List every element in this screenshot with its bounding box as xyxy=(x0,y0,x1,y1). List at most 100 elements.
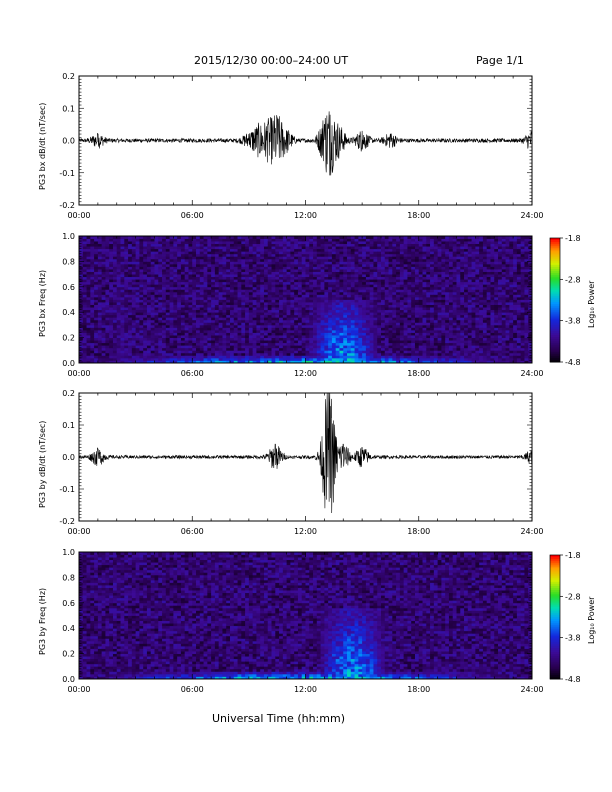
colorbar-segment xyxy=(550,308,560,311)
y-tick-label: 0.2 xyxy=(62,334,75,343)
x-tick-label: 00:00 xyxy=(67,369,90,378)
spectrogram-cells xyxy=(79,236,533,364)
colorbar-segment xyxy=(550,575,560,579)
y-tick-label: 0.0 xyxy=(62,675,75,684)
colorbar-segment xyxy=(550,306,560,309)
x-tick-label: 06:00 xyxy=(181,211,204,220)
series-line xyxy=(78,392,533,514)
colorbar-tick-label: -4.8 xyxy=(565,675,581,684)
y-tick-label: 0.2 xyxy=(62,72,75,81)
colorbar-segment xyxy=(550,559,560,562)
panel-by-timeseries: 00:00 06:00 12:00 18:00 24:00 0.2 0.1 0.0 -0.1 -0… xyxy=(59,389,543,536)
ylabel-by-dbdt: PG3 by dB/dt (nT/sec) xyxy=(38,420,47,508)
y-tick-label: 0.6 xyxy=(62,599,75,608)
colorbar-segment xyxy=(550,347,560,351)
colorbar-segment xyxy=(550,629,560,632)
colorbar-segment xyxy=(550,594,560,597)
colorbar-segment xyxy=(550,273,560,276)
colorbar-segment xyxy=(550,304,560,307)
colorbar-segment xyxy=(550,571,560,575)
colorbar-segment xyxy=(550,345,560,349)
colorbar-segment xyxy=(550,652,560,655)
colorbar-segment xyxy=(550,569,560,573)
colorbar-segment xyxy=(550,588,560,591)
colorbar-segment xyxy=(550,592,560,595)
colorbar-segment xyxy=(550,614,560,618)
colorbar-segment xyxy=(550,333,560,336)
colorbar-segment xyxy=(550,579,560,583)
colorbar-segment xyxy=(550,289,560,293)
colorbar-frame xyxy=(549,554,561,680)
y-tick-label: 0.0 xyxy=(62,359,75,368)
colorbar-segment xyxy=(550,627,560,630)
colorbar-tick-label: -4.8 xyxy=(565,358,581,367)
y-tick-label: 0.1 xyxy=(62,421,75,430)
colorbar-segment xyxy=(550,674,560,678)
x-tick-label: 24:00 xyxy=(520,369,543,378)
colorbar-segment xyxy=(550,240,560,243)
colorbar-segment xyxy=(550,563,560,566)
colorbar-segment xyxy=(550,637,560,641)
colorbar-segment xyxy=(550,349,560,353)
colorbar-segment xyxy=(550,250,560,253)
colorbar-segment xyxy=(550,583,560,587)
colorbar-segment xyxy=(550,314,560,318)
colorbar-tick-label: -1.8 xyxy=(565,551,581,560)
y-tick-label: -0.1 xyxy=(59,169,75,178)
y-tick-label: 0.0 xyxy=(62,137,75,146)
y-tick-label: -0.2 xyxy=(59,517,75,526)
x-tick-label: 18:00 xyxy=(407,211,430,220)
colorbar-segment xyxy=(550,625,560,628)
x-tick-label: 00:00 xyxy=(67,685,90,694)
x-tick-label: 06:00 xyxy=(181,685,204,694)
colorbar-segment xyxy=(550,600,560,604)
colorbar-segment xyxy=(550,617,560,620)
colorbar-segment xyxy=(550,275,560,278)
colorbar-segment xyxy=(550,353,560,357)
y-tick-label: -0.1 xyxy=(59,485,75,494)
colorbar-segment xyxy=(550,635,560,639)
colorbar-segment xyxy=(550,316,560,320)
ylabel-by-freq: PG3 by Freq (Hz) xyxy=(38,587,47,655)
y-tick-label: 0.6 xyxy=(62,283,75,292)
colorbar-frame xyxy=(549,237,561,363)
y-tick-label: 0.2 xyxy=(62,389,75,398)
colorbar-segment xyxy=(550,666,560,670)
y-tick-label: 0.1 xyxy=(62,104,75,113)
colorbar-segment xyxy=(550,297,560,301)
y-tick-label: 0.0 xyxy=(62,453,75,462)
colorbar-tick-label: -1.8 xyxy=(565,234,581,243)
colorbar-segment xyxy=(550,606,560,610)
colorbar-segment xyxy=(550,590,560,593)
colorbar-segment xyxy=(550,242,560,245)
colorbar-segment xyxy=(550,291,560,295)
colorbar-segment xyxy=(550,577,560,581)
colorbar-segment xyxy=(550,248,560,251)
colorbar-tick-label: -2.8 xyxy=(565,275,581,284)
colorbar-segment xyxy=(550,287,560,291)
colorbar-segment xyxy=(550,621,560,624)
colorbar-segment xyxy=(550,355,560,359)
y-tick-label: 1.0 xyxy=(62,548,75,557)
colorbar-segment xyxy=(550,359,560,363)
colorbar-segment xyxy=(550,357,560,361)
colorbar-segment xyxy=(550,256,560,260)
colorbar-segment xyxy=(550,302,560,305)
colorbar-segment xyxy=(550,283,560,287)
colorbar-segment xyxy=(550,643,560,647)
page-title: 2015/12/30 00:00–24:00 UT xyxy=(194,54,349,67)
colorbar-segment xyxy=(550,264,560,268)
colorbar-segment xyxy=(550,586,560,589)
colorbar-segment xyxy=(550,318,560,322)
colorbar-segment xyxy=(550,279,560,282)
colorbar-segment xyxy=(550,639,560,643)
colorbar-segment xyxy=(550,660,560,663)
colorbar-segment xyxy=(550,664,560,668)
colorbar-segment xyxy=(550,277,560,280)
x-tick-label: 18:00 xyxy=(407,685,430,694)
panel-by-spectrogram: 00:00 06:00 12:00 18:00 24:00 1.0 0.8 0.6 0.4 0.2… xyxy=(62,548,543,694)
colorbar-segment xyxy=(550,631,560,635)
colorbar-segment xyxy=(550,254,560,258)
colorbar-by: -1.8 -2.8 -3.8 -4.8 xyxy=(549,551,581,684)
y-tick-label: 0.8 xyxy=(62,257,75,266)
